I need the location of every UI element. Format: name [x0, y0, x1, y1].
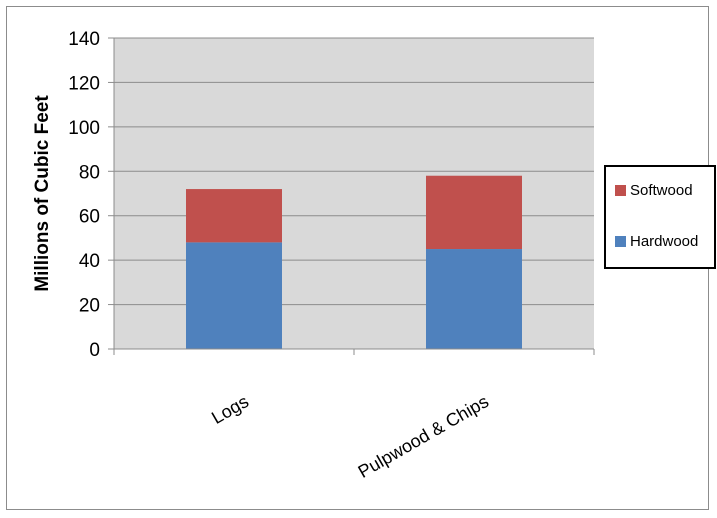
y-tick-label: 20 — [79, 296, 100, 317]
x-axis-ticks: Logs Pulpwood & Chips — [113, 349, 595, 482]
y-axis-title: Millions of Cubic Feet — [32, 95, 53, 292]
y-tick-label: 40 — [79, 251, 100, 272]
y-tick-label: 140 — [68, 29, 100, 50]
y-axis-ticks: 0 20 40 60 80 100 120 140 — [68, 29, 114, 361]
legend: Softwood Hardwood — [604, 165, 716, 269]
bar-hardwood-1 — [186, 242, 282, 349]
legend-label-softwood: Softwood — [630, 182, 693, 199]
y-tick-label: 100 — [68, 118, 100, 139]
y-tick-label: 120 — [68, 73, 100, 94]
legend-swatch-softwood — [615, 185, 626, 196]
legend-label-hardwood: Hardwood — [630, 233, 698, 250]
legend-swatch-hardwood — [615, 236, 626, 247]
y-tick-label: 60 — [79, 207, 100, 228]
y-tick-label: 0 — [89, 340, 100, 361]
bars — [186, 175, 522, 349]
bar-hardwood-2 — [426, 249, 522, 349]
legend-box — [604, 165, 716, 269]
bar-softwood-2 — [426, 175, 522, 250]
y-tick-label: 80 — [79, 162, 100, 183]
x-category-label: Pulpwood & Chips — [355, 391, 492, 482]
bar-softwood-1 — [186, 189, 282, 243]
x-category-label: Logs — [208, 391, 252, 428]
